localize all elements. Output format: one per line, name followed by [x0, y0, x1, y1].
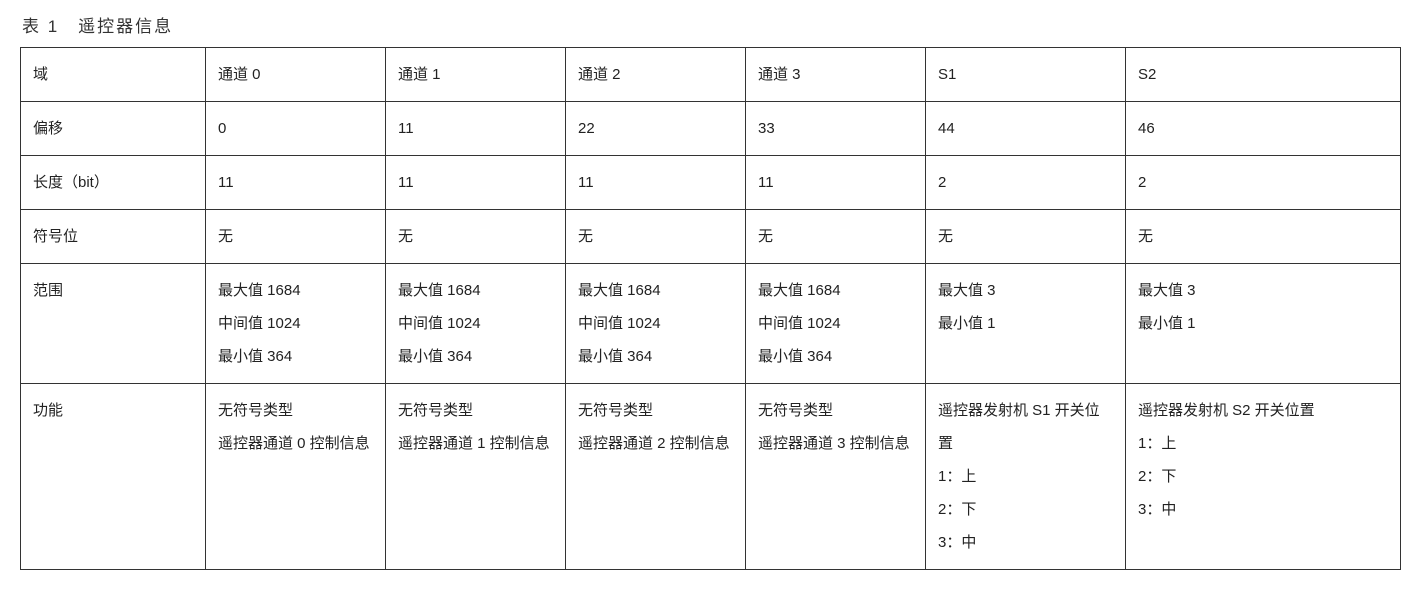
cell-line: 最小值 1	[938, 307, 1113, 340]
cell: 44	[926, 102, 1126, 156]
cell-line: 中间值 1024	[218, 307, 373, 340]
cell: 2	[1126, 156, 1401, 210]
cell: 最大值 3 最小值 1	[926, 264, 1126, 384]
cell: 最大值 1684 中间值 1024 最小值 364	[386, 264, 566, 384]
cell-line: 最小值 364	[578, 340, 733, 373]
table-row: 偏移 0 11 22 33 44 46	[21, 102, 1401, 156]
cell: 无	[926, 210, 1126, 264]
cell-line: 2：下	[938, 493, 1113, 526]
cell: 遥控器发射机 S2 开关位置 1：上 2：下 3：中	[1126, 384, 1401, 570]
cell-line: 最小值 364	[758, 340, 913, 373]
row-label: 偏移	[21, 102, 206, 156]
cell: 无	[746, 210, 926, 264]
cell: 无符号类型 遥控器通道 2 控制信息	[566, 384, 746, 570]
col-header: 域	[21, 48, 206, 102]
table-caption: 表 1 遥控器信息	[22, 12, 1401, 37]
table-row: 范围 最大值 1684 中间值 1024 最小值 364 最大值 1684 中间…	[21, 264, 1401, 384]
cell: 无符号类型 遥控器通道 1 控制信息	[386, 384, 566, 570]
cell: 46	[1126, 102, 1401, 156]
cell: 2	[926, 156, 1126, 210]
cell: 最大值 1684 中间值 1024 最小值 364	[746, 264, 926, 384]
cell-line: 无符号类型	[758, 394, 913, 427]
col-header: 通道 2	[566, 48, 746, 102]
table-row: 功能 无符号类型 遥控器通道 0 控制信息 无符号类型 遥控器通道 1 控制信息…	[21, 384, 1401, 570]
col-header: S2	[1126, 48, 1401, 102]
cell-line: 遥控器通道 3 控制信息	[758, 427, 913, 460]
cell-line: 遥控器发射机 S2 开关位置	[1138, 394, 1388, 427]
cell-line: 3：中	[938, 526, 1113, 559]
cell: 33	[746, 102, 926, 156]
cell-line: 最大值 3	[938, 274, 1113, 307]
table-row: 符号位 无 无 无 无 无 无	[21, 210, 1401, 264]
cell: 无	[206, 210, 386, 264]
cell: 11	[386, 102, 566, 156]
cell-line: 无符号类型	[218, 394, 373, 427]
row-label: 功能	[21, 384, 206, 570]
cell: 11	[386, 156, 566, 210]
cell: 最大值 1684 中间值 1024 最小值 364	[206, 264, 386, 384]
cell: 最大值 3 最小值 1	[1126, 264, 1401, 384]
cell: 0	[206, 102, 386, 156]
cell-line: 遥控器通道 1 控制信息	[398, 427, 553, 460]
cell-line: 无符号类型	[578, 394, 733, 427]
spec-table: 域 通道 0 通道 1 通道 2 通道 3 S1 S2 偏移 0 11 22 3…	[20, 47, 1401, 570]
table-header-row: 域 通道 0 通道 1 通道 2 通道 3 S1 S2	[21, 48, 1401, 102]
cell: 22	[566, 102, 746, 156]
cell-line: 无符号类型	[398, 394, 553, 427]
col-header: 通道 3	[746, 48, 926, 102]
row-label: 范围	[21, 264, 206, 384]
cell: 无符号类型 遥控器通道 3 控制信息	[746, 384, 926, 570]
cell-line: 最大值 1684	[758, 274, 913, 307]
cell-line: 最小值 1	[1138, 307, 1388, 340]
col-header: S1	[926, 48, 1126, 102]
cell: 无符号类型 遥控器通道 0 控制信息	[206, 384, 386, 570]
cell-line: 中间值 1024	[578, 307, 733, 340]
cell-line: 1：上	[1138, 427, 1388, 460]
cell: 最大值 1684 中间值 1024 最小值 364	[566, 264, 746, 384]
cell: 11	[566, 156, 746, 210]
table-row: 长度（bit） 11 11 11 11 2 2	[21, 156, 1401, 210]
cell-line: 遥控器通道 2 控制信息	[578, 427, 733, 460]
cell-line: 最小值 364	[218, 340, 373, 373]
cell: 无	[1126, 210, 1401, 264]
cell-line: 中间值 1024	[758, 307, 913, 340]
cell-line: 遥控器发射机 S1 开关位置	[938, 394, 1113, 460]
row-label: 长度（bit）	[21, 156, 206, 210]
cell-line: 最大值 3	[1138, 274, 1388, 307]
table-head: 域 通道 0 通道 1 通道 2 通道 3 S1 S2	[21, 48, 1401, 102]
cell: 遥控器发射机 S1 开关位置 1：上 2：下 3：中	[926, 384, 1126, 570]
cell: 无	[566, 210, 746, 264]
col-header: 通道 0	[206, 48, 386, 102]
cell-line: 最大值 1684	[398, 274, 553, 307]
cell-line: 1：上	[938, 460, 1113, 493]
cell-line: 最小值 364	[398, 340, 553, 373]
cell-line: 中间值 1024	[398, 307, 553, 340]
cell: 无	[386, 210, 566, 264]
cell-line: 遥控器通道 0 控制信息	[218, 427, 373, 460]
table-body: 偏移 0 11 22 33 44 46 长度（bit） 11 11 11 11 …	[21, 102, 1401, 570]
cell-line: 最大值 1684	[578, 274, 733, 307]
row-label: 符号位	[21, 210, 206, 264]
cell-line: 最大值 1684	[218, 274, 373, 307]
cell: 11	[746, 156, 926, 210]
col-header: 通道 1	[386, 48, 566, 102]
cell-line: 3：中	[1138, 493, 1388, 526]
cell: 11	[206, 156, 386, 210]
cell-line: 2：下	[1138, 460, 1388, 493]
